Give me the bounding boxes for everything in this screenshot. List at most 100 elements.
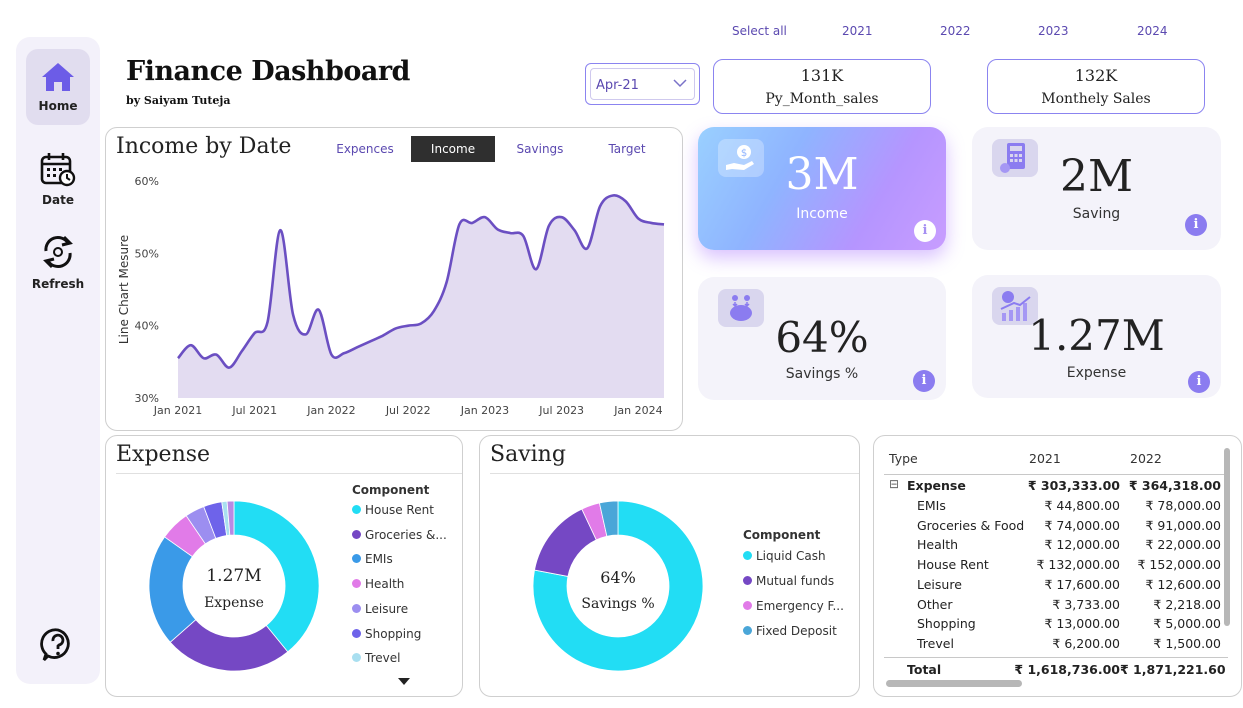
y-tick-label: 50% — [135, 247, 159, 260]
legend-swatch — [352, 579, 361, 589]
page-title: Finance Dashboard — [126, 56, 410, 87]
legend-item[interactable]: House Rent — [352, 503, 434, 517]
x-tick-label: Jan 2024 — [613, 404, 662, 417]
year-option-2024[interactable]: 2024 — [1137, 24, 1168, 38]
year-option-2022[interactable]: 2022 — [940, 24, 971, 38]
x-tick-label: Jan 2021 — [153, 404, 202, 417]
saving-donut-center-value: 64% — [600, 568, 636, 587]
table-row-label: EMIs — [917, 498, 946, 513]
info-icon[interactable]: i — [1185, 214, 1207, 236]
month-dropdown-box — [590, 68, 695, 100]
saving-donut-center-label: Savings % — [581, 596, 655, 612]
table-row-label: Leisure — [917, 576, 962, 592]
calendar-icon — [40, 153, 76, 187]
expense-value: 1.27M — [1028, 311, 1165, 360]
legend-item[interactable]: Leisure — [352, 602, 408, 616]
tab-expences[interactable]: Expences — [336, 142, 394, 156]
year-option-select-all[interactable]: Select all — [732, 24, 787, 38]
table-group-2022: ₹ 364,318.00 — [1128, 478, 1221, 493]
tab-target[interactable]: Target — [608, 142, 646, 156]
sidebar-item-label: Home — [38, 99, 78, 113]
sidebar-item-home[interactable]: Home — [26, 49, 90, 125]
help-icon[interactable] — [40, 627, 76, 667]
expense-donut-center-value: 1.27M — [206, 566, 262, 586]
sidebar-item-refresh[interactable]: Refresh — [26, 233, 90, 291]
income-area-fill — [178, 195, 664, 398]
legend-item[interactable]: Trevel — [352, 651, 400, 665]
legend-swatch — [743, 626, 752, 635]
legend-item[interactable]: Emergency F... — [743, 599, 844, 613]
tab-income[interactable]: Income — [411, 136, 495, 162]
x-tick-label: Jan 2023 — [460, 404, 509, 417]
legend-swatch — [352, 603, 361, 613]
table-row-2021: ₹ 74,000.00 — [1044, 517, 1120, 533]
year-option-2021[interactable]: 2021 — [842, 24, 873, 38]
savings-percent-label: Savings % — [785, 366, 859, 382]
legend-item[interactable]: Health — [352, 577, 404, 591]
legend-swatch — [352, 628, 361, 638]
legend-label: Liquid Cash — [756, 549, 826, 563]
vertical-scrollbar[interactable] — [1224, 448, 1230, 626]
expense-slice[interactable] — [226, 500, 235, 536]
month-dropdown-value: Apr-21 — [596, 78, 639, 93]
savings-percent-card: 64% Savings % i — [698, 277, 946, 400]
legend-label: EMIs — [365, 552, 393, 567]
legend-item[interactable]: Shopping — [352, 627, 421, 641]
x-tick-label: Jul 2022 — [385, 404, 431, 417]
legend-swatch — [352, 653, 361, 663]
svg-text:$: $ — [741, 148, 747, 159]
table-header-divider — [884, 474, 1228, 475]
info-icon[interactable]: i — [914, 220, 936, 242]
collapse-icon[interactable]: ⊟ — [889, 477, 900, 491]
table-header-2021: 2021 — [1029, 451, 1061, 466]
table-row-2021: ₹ 132,000.00 — [1036, 557, 1121, 573]
monthly-sales-value: 132K — [1074, 66, 1118, 85]
legend-swatch — [352, 505, 361, 514]
expense-panel-title: Expense — [116, 442, 211, 467]
legend-scroll-down-icon[interactable] — [398, 678, 410, 686]
horizontal-scrollbar[interactable] — [886, 680, 1022, 687]
savings-percent-icon-box — [718, 289, 764, 327]
month-dropdown[interactable]: Apr-21 — [585, 63, 700, 105]
legend-label: Mutual funds — [756, 574, 835, 588]
table-row-2021: ₹ 6,200.00 — [1052, 635, 1120, 651]
income-value: 3M — [785, 149, 859, 200]
expense-slice[interactable] — [233, 500, 320, 653]
table-row-2021: ₹ 3,733.00 — [1052, 596, 1120, 612]
legend-item[interactable]: Mutual funds — [743, 574, 834, 588]
table-row-2022: ₹ 91,000.00 — [1145, 517, 1221, 533]
table-total-2022: ₹ 1,871,221.60 — [1120, 662, 1226, 677]
year-option-2023[interactable]: 2023 — [1038, 24, 1069, 38]
y-tick-label: 40% — [135, 320, 159, 333]
income-line-chart: 30% 40% 50% 60% Jan 2021 Jul 2021 Jan 2022 Jul … — [117, 175, 665, 417]
table-row-label: Groceries & Food — [917, 517, 1025, 533]
chevron-down-icon — [673, 79, 687, 88]
legend-item[interactable]: Fixed Deposit — [743, 624, 837, 638]
table-row-label: House Rent — [917, 557, 989, 573]
sidebar-item-date[interactable]: Date — [26, 147, 90, 207]
table-header-type: Type — [889, 451, 918, 466]
expense-donut-chart — [148, 500, 320, 672]
legend-item[interactable]: Liquid Cash — [743, 549, 826, 563]
legend-label: Fixed Deposit — [756, 624, 837, 638]
table-row-label: Health — [917, 537, 959, 553]
legend-label: House Rent — [365, 503, 434, 517]
legend-item[interactable]: Groceries &... — [352, 528, 447, 542]
money-hand-icon: $ — [726, 145, 754, 170]
table-row-2022: ₹ 78,000.00 — [1145, 498, 1221, 513]
table-row-2022: ₹ 12,600.00 — [1145, 576, 1221, 592]
info-icon[interactable]: i — [913, 370, 935, 392]
saving-slice[interactable] — [532, 500, 704, 672]
legend-label: Shopping — [365, 626, 422, 641]
expense-icon-box — [992, 287, 1038, 325]
info-icon[interactable]: i — [1188, 371, 1210, 393]
table-row-2021: ₹ 17,600.00 — [1044, 576, 1120, 592]
legend-swatch — [743, 576, 752, 585]
saving-slice[interactable] — [598, 500, 619, 537]
legend-label: Leisure — [365, 601, 409, 616]
saving-value: 2M — [1059, 151, 1134, 202]
expense-donut-center-label: Expense — [204, 595, 264, 611]
legend-item[interactable]: EMIs — [352, 552, 393, 566]
income-series-line — [177, 194, 665, 369]
tab-savings[interactable]: Savings — [516, 142, 564, 156]
